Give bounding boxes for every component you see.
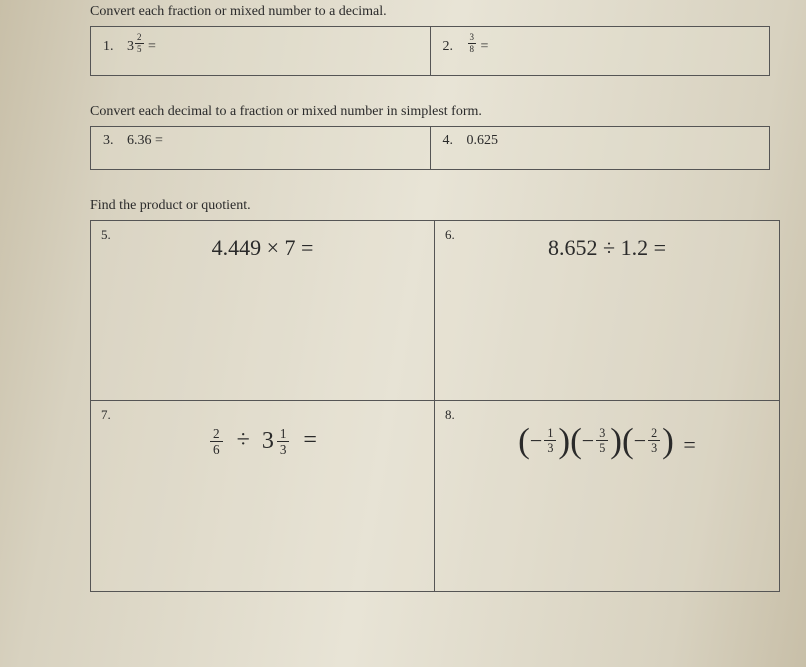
q7-operator: ÷ xyxy=(237,427,250,453)
q7-number: 7. xyxy=(101,407,111,423)
section3-table: 5. 4.449 × 7 = 6. 8.652 ÷ 1.2 = 7. 2 6 ÷… xyxy=(90,220,780,592)
q7-mixed: 313 xyxy=(262,427,292,456)
q2-expression: 38 = xyxy=(467,39,489,54)
q6-cell: 6. 8.652 ÷ 1.2 = xyxy=(435,221,779,401)
q5-number: 5. xyxy=(101,227,111,243)
q2-cell: 2. 38 = xyxy=(431,27,770,75)
q7-cell: 7. 2 6 ÷ 313 = xyxy=(91,401,435,591)
q1-cell: 1. 325 = xyxy=(91,27,431,75)
q3-text: 6.36 = xyxy=(127,133,163,148)
q8-number: 8. xyxy=(445,407,455,423)
q7-equals: = xyxy=(303,427,317,453)
section1-table: 1. 325 = 2. 38 = xyxy=(90,26,770,76)
section1-title: Convert each fraction or mixed number to… xyxy=(90,4,776,20)
section2-title: Convert each decimal to a fraction or mi… xyxy=(90,104,776,120)
q8-term-1: ( − 13 ) xyxy=(518,427,570,454)
q1-fraction: 25 xyxy=(135,33,144,54)
q8-term-3: ( − 23 ) xyxy=(622,427,674,454)
q8-term-2: ( − 35 ) xyxy=(570,427,622,454)
q8-equals: = xyxy=(683,432,695,457)
q7-expression: 2 6 ÷ 313 = xyxy=(103,427,422,456)
q3-number: 3. xyxy=(103,133,114,148)
q2-fraction: 38 xyxy=(468,33,477,54)
q8-cell: 8. ( − 13 ) ( − 35 ) ( − 23 ) = xyxy=(435,401,779,591)
section2-table: 3. 6.36 = 4. 0.625 xyxy=(90,126,770,170)
q4-number: 4. xyxy=(443,133,454,148)
q1-expression: 325 = xyxy=(127,39,156,54)
q5-cell: 5. 4.449 × 7 = xyxy=(91,221,435,401)
q7-fraction-2: 13 xyxy=(277,427,290,456)
q3-cell: 3. 6.36 = xyxy=(91,127,431,169)
q7-fraction-1: 2 6 xyxy=(210,427,223,456)
q8-expression: ( − 13 ) ( − 35 ) ( − 23 ) = xyxy=(447,427,767,458)
q6-number: 6. xyxy=(445,227,455,243)
q5-expression: 4.449 × 7 = xyxy=(103,235,422,261)
q4-text: 0.625 xyxy=(467,133,499,148)
q1-number: 1. xyxy=(103,39,114,54)
q4-cell: 4. 0.625 xyxy=(431,127,770,169)
section3-title: Find the product or quotient. xyxy=(90,198,776,214)
q6-expression: 8.652 ÷ 1.2 = xyxy=(447,235,767,261)
q2-number: 2. xyxy=(443,39,454,54)
